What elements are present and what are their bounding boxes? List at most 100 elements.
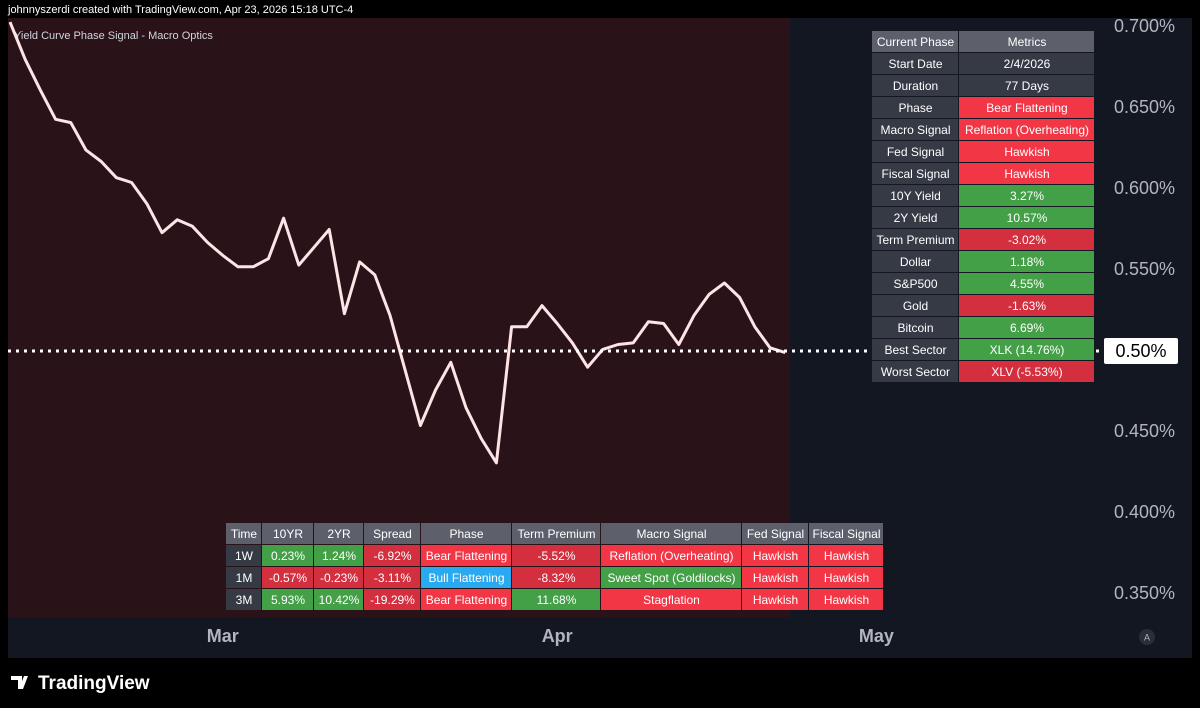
auto-button-label[interactable]: A xyxy=(1144,632,1150,642)
table-cell xyxy=(872,229,958,250)
auto-button[interactable] xyxy=(1139,629,1155,645)
table-cell xyxy=(872,141,958,162)
logo-mark xyxy=(11,676,28,689)
table-text: Start Date xyxy=(888,57,942,71)
table-text: Reflation (Overheating) xyxy=(965,123,1089,137)
table-cell xyxy=(959,295,1094,316)
table-text: 1.24% xyxy=(322,549,356,563)
table-text: Hawkish xyxy=(824,571,869,585)
table-cell xyxy=(226,567,261,588)
table-cell xyxy=(364,523,420,544)
table-text: 10.57% xyxy=(1007,211,1048,225)
table-cell xyxy=(872,31,958,52)
table-text: Phase xyxy=(898,101,932,115)
table-cell xyxy=(872,317,958,338)
table-text: 10.42% xyxy=(319,593,360,607)
table-cell xyxy=(872,273,958,294)
table-text: -3.11% xyxy=(374,571,411,585)
table-cell xyxy=(314,523,363,544)
table-cell xyxy=(421,545,511,566)
x-tick-label: Mar xyxy=(207,626,239,646)
table-cell xyxy=(364,567,420,588)
table-cell xyxy=(512,545,600,566)
table-text: Hawkish xyxy=(753,549,798,563)
table-cell xyxy=(364,545,420,566)
table-cell xyxy=(742,545,808,566)
table-text: Worst Sector xyxy=(881,365,950,379)
table-text: -3.02% xyxy=(1008,233,1046,247)
table-text: Time xyxy=(231,527,258,541)
table-cell xyxy=(959,185,1094,206)
table-cell xyxy=(601,567,741,588)
y-tick-label: 0.550% xyxy=(1114,259,1175,279)
table-text: Hawkish xyxy=(753,593,798,607)
table-cell xyxy=(959,207,1094,228)
table-text: XLV (-5.53%) xyxy=(991,365,1062,379)
table-text: Macro Signal xyxy=(636,527,706,541)
table-cell xyxy=(872,185,958,206)
table-cell xyxy=(872,361,958,382)
table-text: Metrics xyxy=(1008,35,1047,49)
table-text: Hawkish xyxy=(824,593,869,607)
table-cell xyxy=(809,545,883,566)
logo-text: TradingView xyxy=(38,673,150,694)
table-cell xyxy=(262,545,313,566)
table-cell xyxy=(226,523,261,544)
y-tick-label: 0.450% xyxy=(1114,421,1175,441)
phase-region xyxy=(8,18,790,617)
table-text: Bitcoin xyxy=(897,321,933,335)
x-tick-label: Apr xyxy=(542,626,573,646)
table-cell xyxy=(742,523,808,544)
table-cell xyxy=(421,567,511,588)
table-text: Macro Signal xyxy=(880,123,950,137)
table-cell xyxy=(872,97,958,118)
table-cell xyxy=(314,589,363,610)
table-text: Bear Flattening xyxy=(426,549,507,563)
table-text: 77 Days xyxy=(1005,79,1049,93)
table-text: Duration xyxy=(893,79,938,93)
table-cell xyxy=(872,163,958,184)
table-text: XLK (14.76%) xyxy=(990,343,1065,357)
table-cell xyxy=(872,119,958,140)
y-tick-label: 0.350% xyxy=(1114,583,1175,603)
table-cell xyxy=(959,141,1094,162)
table-cell xyxy=(512,523,600,544)
table-cell xyxy=(872,339,958,360)
table-cell xyxy=(959,317,1094,338)
table-cell xyxy=(872,251,958,272)
x-tick-label: May xyxy=(859,626,894,646)
table-cell xyxy=(959,229,1094,250)
table-text: Phase xyxy=(449,527,483,541)
table-text: 3.27% xyxy=(1010,189,1044,203)
table-cell xyxy=(959,97,1094,118)
table-cell xyxy=(959,339,1094,360)
table-cell xyxy=(959,53,1094,74)
table-cell xyxy=(959,75,1094,96)
table-cell xyxy=(601,545,741,566)
indicator-title: Yield Curve Phase Signal - Macro Optics xyxy=(14,30,213,42)
table-cell xyxy=(872,207,958,228)
table-text: 1M xyxy=(236,571,253,585)
table-cell xyxy=(959,361,1094,382)
table-cell xyxy=(601,523,741,544)
table-cell xyxy=(959,31,1094,52)
table-text: Term Premium xyxy=(876,233,954,247)
table-text: -0.57% xyxy=(269,571,307,585)
table-text: 6.69% xyxy=(1010,321,1044,335)
table-text: Bear Flattening xyxy=(426,593,507,607)
table-cell xyxy=(262,523,313,544)
table-text: Hawkish xyxy=(1004,145,1049,159)
y-tick-label: 0.650% xyxy=(1114,97,1175,117)
table-text: 2YR xyxy=(327,527,351,541)
table-text: -8.32% xyxy=(537,571,575,585)
table-text: Hawkish xyxy=(753,571,798,585)
table-text: 10YR xyxy=(273,527,303,541)
table-text: 1W xyxy=(235,549,254,563)
table-text: Term Premium xyxy=(517,527,595,541)
table-cell xyxy=(809,567,883,588)
header: johnnyszerdi created with TradingView.co… xyxy=(7,4,353,16)
table-cell xyxy=(364,589,420,610)
table-text: Dollar xyxy=(900,255,931,269)
table-text: Sweet Spot (Goldilocks) xyxy=(607,571,735,585)
table-text: -1.63% xyxy=(1008,299,1046,313)
